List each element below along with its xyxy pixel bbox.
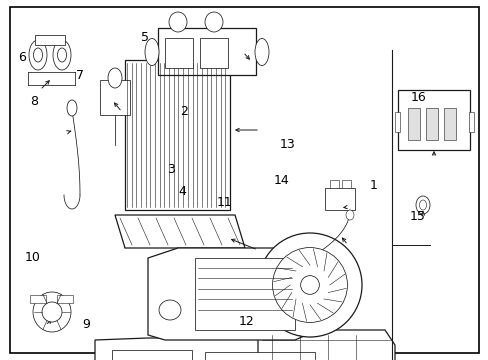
Bar [200, 38, 227, 68]
Text: 12: 12 [238, 315, 254, 328]
Ellipse shape [204, 12, 223, 32]
Bar [204, 352, 314, 360]
Ellipse shape [254, 39, 268, 66]
Bar [341, 180, 350, 188]
Ellipse shape [415, 196, 429, 214]
Bar [30, 295, 46, 303]
Text: 11: 11 [217, 196, 232, 209]
Bar [100, 80, 130, 115]
Bar [164, 38, 193, 68]
Text: 8: 8 [30, 95, 38, 108]
Bar [325, 188, 354, 210]
Text: 7: 7 [76, 69, 84, 82]
Bar [329, 180, 338, 188]
Text: 16: 16 [410, 91, 426, 104]
Text: 5: 5 [141, 31, 148, 44]
Ellipse shape [33, 292, 71, 332]
Bar [407, 108, 419, 140]
Bar [195, 258, 294, 330]
Ellipse shape [67, 100, 77, 116]
Ellipse shape [419, 200, 426, 210]
Polygon shape [95, 338, 321, 360]
Text: 9: 9 [82, 318, 90, 330]
Bar [57, 295, 73, 303]
Bar [394, 112, 399, 132]
Ellipse shape [34, 48, 42, 62]
Ellipse shape [159, 300, 181, 320]
Ellipse shape [272, 248, 347, 323]
Text: 2: 2 [180, 105, 187, 118]
Ellipse shape [346, 210, 353, 220]
Bar [158, 28, 256, 75]
Bar [425, 108, 437, 140]
Bar [112, 350, 192, 360]
Bar [125, 60, 229, 210]
Text: 14: 14 [273, 174, 289, 186]
Ellipse shape [42, 302, 62, 322]
Bar [443, 108, 455, 140]
Ellipse shape [258, 233, 361, 337]
Text: 13: 13 [279, 138, 295, 150]
Ellipse shape [300, 276, 319, 294]
Polygon shape [115, 215, 244, 248]
Text: 1: 1 [368, 179, 376, 192]
Ellipse shape [58, 48, 66, 62]
Text: 10: 10 [24, 251, 40, 264]
Bar [35, 35, 65, 45]
Ellipse shape [145, 39, 159, 66]
Ellipse shape [29, 40, 47, 70]
Text: 6: 6 [19, 51, 26, 64]
Ellipse shape [53, 40, 71, 70]
Text: 3: 3 [167, 163, 175, 176]
Text: 15: 15 [409, 210, 425, 223]
Bar [468, 112, 473, 132]
Bar [397, 90, 469, 150]
Polygon shape [258, 330, 394, 360]
Text: 4: 4 [178, 185, 186, 198]
Ellipse shape [169, 12, 186, 32]
Polygon shape [148, 248, 317, 340]
Ellipse shape [108, 68, 122, 88]
Ellipse shape [301, 300, 318, 320]
